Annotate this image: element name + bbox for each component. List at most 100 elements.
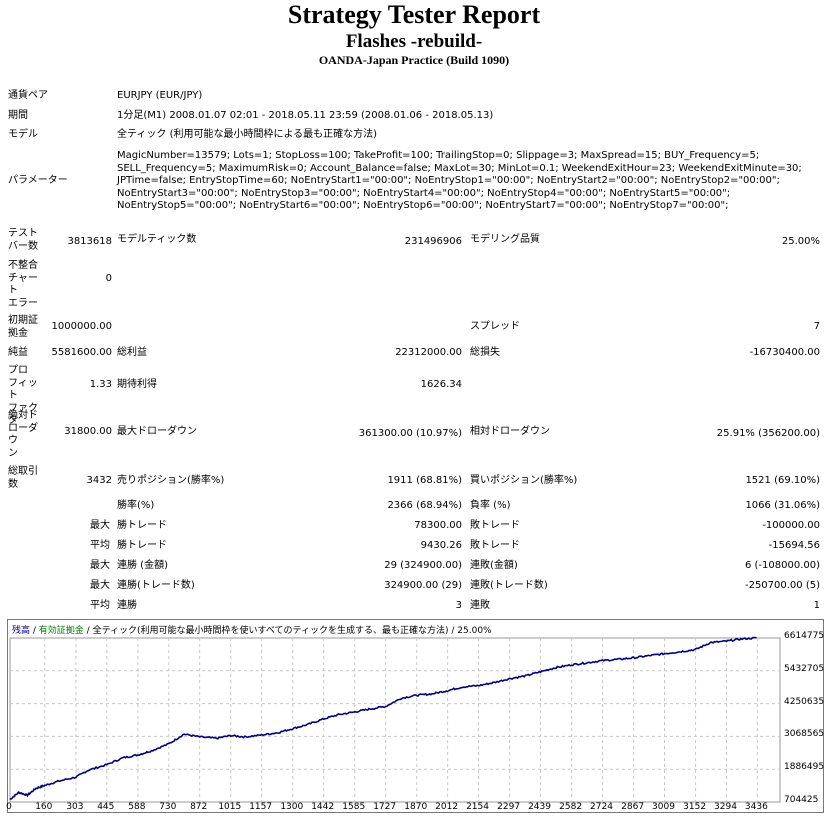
- gross-profit-value: 22312000.00: [395, 347, 462, 358]
- expert-name: Flashes -rebuild-: [345, 31, 483, 52]
- max-drawdown-value: 361300.00 (10.97%): [358, 428, 462, 439]
- max-consecutive-profit-value: 324900.00 (29): [384, 580, 462, 591]
- average-consecutive-label: 平均: [90, 600, 110, 611]
- parameters-label: パラメーター: [8, 175, 68, 186]
- profit-trades-value: 2366 (68.94%): [387, 500, 462, 511]
- x-tick-label: 3294: [714, 802, 737, 812]
- x-tick-label: 730: [159, 802, 177, 812]
- ticks-value: 231496906: [404, 236, 462, 247]
- average-consecutive-losses-value: 1: [813, 600, 820, 611]
- max-consecutive-loss-amount-value: -250700.00 (5): [744, 580, 820, 591]
- mismatch-label: 不整合 チャート エラー: [8, 260, 38, 309]
- y-tick-label: 1886495: [784, 762, 825, 773]
- x-tick-label: 2439: [528, 802, 551, 812]
- legend-separator: /: [448, 626, 458, 636]
- balance-line: [9, 636, 757, 800]
- chart-legend: 残高 / 有効証拠金 / 全ティック(利用可能な最小時間枠を使いすべてのティック…: [12, 623, 492, 636]
- x-tick-label: 872: [190, 802, 208, 812]
- average-loss-label: 敗トレード: [470, 540, 520, 551]
- bars-label: テスト バー数: [8, 228, 38, 252]
- largest-win-label: 勝トレード: [117, 520, 167, 531]
- largest-loss-label: 敗トレード: [470, 520, 520, 531]
- largest-win-value: 78300.00: [414, 520, 462, 531]
- x-tick-label: 2867: [621, 802, 645, 812]
- period-label: 期間: [8, 110, 28, 121]
- long-positions-value: 1521 (69.10%): [745, 475, 820, 486]
- profit-factor-label: プロ フィット ファクタ: [8, 365, 38, 426]
- y-tick-label: 3068565: [784, 729, 825, 740]
- legend-separator: /: [83, 626, 93, 636]
- model-value: 全ティック (利用可能な最小時間枠による最も正確な方法): [117, 129, 378, 140]
- parameters-value: MagicNumber=13579; Lots=1; StopLoss=100;…: [117, 150, 802, 211]
- legend-balance: 残高: [12, 626, 31, 636]
- ticks-label: モデルティック数: [117, 234, 197, 245]
- spread-value: 7: [813, 321, 820, 332]
- relative-drawdown-label: 相対ドローダウン: [470, 426, 550, 437]
- max-consecutive-wins-value: 29 (324900.00): [384, 560, 462, 571]
- average-win-value: 9430.26: [420, 540, 462, 551]
- chart-plot: [9, 636, 781, 803]
- short-positions-value: 1911 (68.81%): [387, 475, 462, 486]
- legend-quality: 25.00%: [457, 626, 492, 636]
- quality-label: モデリング品質: [470, 234, 540, 245]
- report-title: Strategy Tester Report: [287, 0, 541, 29]
- x-tick-label: 1157: [249, 802, 273, 812]
- x-tick-label: 1870: [404, 802, 428, 812]
- x-tick-label: 1300: [280, 802, 304, 812]
- max-consecutive-losses-value: 6 (-108000.00): [744, 560, 820, 571]
- absolute-drawdown-label: 絶対ド ローダウン: [8, 410, 38, 459]
- total-trades-label: 総取引数: [8, 466, 38, 490]
- x-tick-label: 3009: [652, 802, 675, 812]
- legend-equity: 有効証拠金: [38, 626, 84, 636]
- gross-profit-label: 総利益: [117, 347, 147, 358]
- loss-trades-value: 1066 (31.06%): [745, 500, 820, 511]
- x-tick-label: 2724: [590, 802, 613, 812]
- max-consecutive-label: 最大: [90, 560, 110, 571]
- x-tick-label: 303: [66, 802, 84, 812]
- balance-chart: 残高 / 有効証拠金 / 全ティック(利用可能な最小時間枠を使いすべてのティック…: [7, 619, 824, 813]
- relative-drawdown-value: 25.91% (356200.00): [716, 428, 820, 439]
- average-loss-value: -15694.56: [768, 540, 820, 551]
- symbol-value: EURJPY (EUR/JPY): [117, 90, 203, 101]
- average-consecutive-wins-label: 連勝: [117, 600, 137, 611]
- net-profit-label: 純益: [8, 347, 28, 358]
- net-profit-value: 5581600.00: [51, 347, 112, 358]
- profit-factor-value: 1.33: [89, 379, 112, 390]
- legend-model: 全ティック(利用可能な最小時間枠を使いすべてのティックを生成する、最も正確な方法…: [92, 626, 449, 636]
- short-positions-label: 売りポジション(勝率%): [117, 475, 225, 486]
- expected-payoff-label: 期待利得: [117, 379, 157, 390]
- max-consecutive-loss-amount-label: 連敗(トレード数): [470, 580, 548, 591]
- x-tick-label: 0: [6, 802, 12, 812]
- x-tick-label: 2012: [435, 802, 459, 812]
- period-value: 1分足(M1) 2008.01.07 02:01 - 2018.05.11 23…: [117, 110, 494, 121]
- x-tick-label: 2582: [559, 802, 583, 812]
- y-tick-label: 704425: [784, 795, 819, 805]
- x-tick-label: 588: [128, 802, 146, 812]
- x-tick-label: 2154: [466, 802, 489, 812]
- y-tick-label: 4250635: [784, 696, 825, 707]
- legend-separator: /: [30, 626, 39, 636]
- total-trades-value: 3432: [86, 475, 112, 486]
- x-tick-label: 445: [97, 802, 115, 812]
- bars-value: 3813618: [67, 236, 112, 247]
- gross-loss-value: -16730400.00: [749, 347, 820, 358]
- max-consecutive-losses-label: 連敗(金額): [470, 560, 518, 571]
- long-positions-label: 買いポジション(勝率%): [470, 475, 578, 486]
- x-tick-label: 1015: [218, 802, 242, 812]
- absolute-drawdown-value: 31800.00: [64, 426, 112, 437]
- gross-loss-label: 総損失: [470, 347, 500, 358]
- x-tick-label: 3436: [744, 802, 768, 812]
- largest-label: 最大: [90, 520, 110, 531]
- max-consecutive-wins-label: 連勝 (金額): [117, 560, 168, 571]
- average-label: 平均: [90, 540, 110, 551]
- spread-label: スプレッド: [470, 321, 520, 332]
- max-drawdown-label: 最大ドローダウン: [117, 426, 197, 437]
- expected-payoff-value: 1626.34: [420, 379, 462, 390]
- symbol-label: 通貨ペア: [8, 90, 48, 101]
- y-tick-label: 5432705: [784, 663, 825, 674]
- broker-server: OANDA-Japan Practice (Build 1090): [318, 53, 510, 67]
- deposit-value: 1000000.00: [51, 321, 112, 332]
- average-consecutive-losses-label: 連敗: [470, 600, 490, 611]
- plot-frame: [9, 637, 781, 803]
- model-label: モデル: [8, 129, 38, 140]
